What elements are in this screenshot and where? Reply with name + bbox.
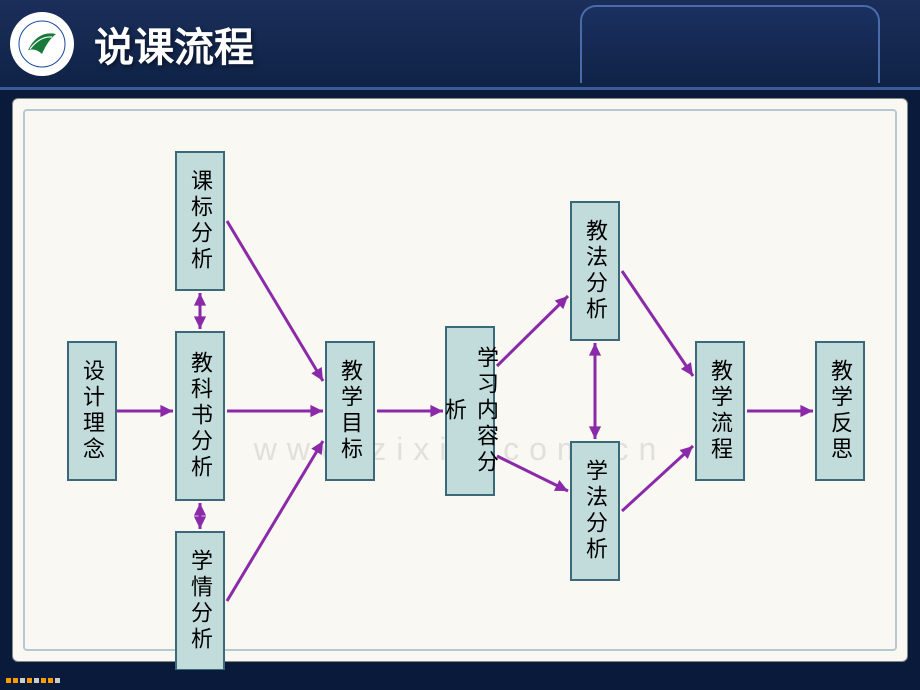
flow-box-b4: 学情分析: [175, 531, 225, 671]
footer-dot: [13, 678, 18, 683]
footer-dot: [27, 678, 32, 683]
school-logo: [10, 12, 74, 76]
flow-box-b8: 学法分析: [570, 441, 620, 581]
flow-box-b6: 学习内容分析: [445, 326, 495, 496]
flow-box-b3: 教科书分析: [175, 331, 225, 501]
flow-box-b5: 教学目标: [325, 341, 375, 481]
header: 说课流程: [0, 0, 920, 90]
flow-box-b10: 教学反思: [815, 341, 865, 481]
header-tab: [580, 5, 880, 83]
diagram-inner-frame: www.zixin.com.cn 设计理念课标分析教科书分析学情分析教学目标学习…: [23, 109, 897, 651]
footer-dot: [55, 678, 60, 683]
footer-dot: [41, 678, 46, 683]
footer-dot: [6, 678, 11, 683]
footer-dot: [34, 678, 39, 683]
flow-box-b9: 教学流程: [695, 341, 745, 481]
diagram-canvas: www.zixin.com.cn 设计理念课标分析教科书分析学情分析教学目标学习…: [12, 98, 908, 662]
page-title: 说课流程: [94, 15, 254, 73]
footer-bar: [0, 670, 920, 690]
footer-dots: [6, 678, 60, 683]
flow-box-b1: 设计理念: [67, 341, 117, 481]
flow-box-b7: 教法分析: [570, 201, 620, 341]
footer-dot: [48, 678, 53, 683]
flow-box-b2: 课标分析: [175, 151, 225, 291]
footer-dot: [20, 678, 25, 683]
